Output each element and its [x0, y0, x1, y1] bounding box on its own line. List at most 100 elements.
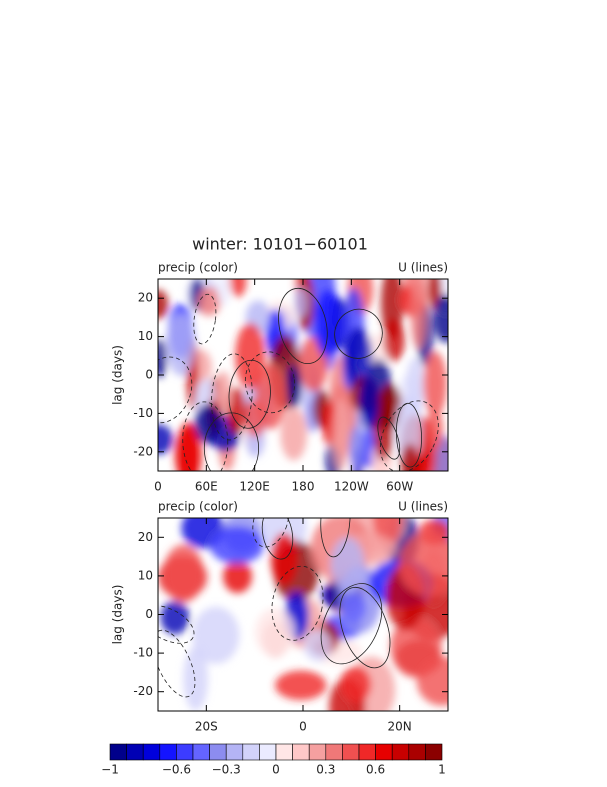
figure-title: winter: 10101−60101 — [192, 235, 368, 254]
x-tick-label: 120W — [334, 480, 369, 494]
precip-blob — [410, 279, 427, 349]
u-contour — [182, 401, 229, 471]
y-tick-label: 20 — [138, 530, 153, 544]
precip-blob — [401, 443, 419, 471]
colorbar-swatch — [275, 743, 293, 761]
u-contour — [158, 605, 195, 644]
colorbar-tick-label: −1 — [101, 763, 119, 777]
colorbar-swatch — [225, 743, 244, 761]
colorbar-swatch — [292, 743, 310, 761]
precip-blob — [235, 323, 266, 390]
colorbar-swatch — [425, 743, 443, 761]
u-contour — [193, 293, 217, 345]
colorbar-swatch — [342, 743, 360, 761]
y-axis-label: lag (days) — [111, 585, 125, 645]
precip-blob — [398, 531, 448, 597]
x-tick-label: 20S — [195, 720, 218, 734]
colorbar-swatch — [126, 743, 144, 761]
y-tick-label: 10 — [138, 568, 153, 582]
x-tick-label: 180 — [292, 480, 315, 494]
precip-blob — [255, 608, 296, 657]
precip-blob — [158, 289, 169, 319]
precip-blob — [163, 544, 204, 603]
precip-blob — [339, 666, 372, 703]
precip-blob — [194, 404, 222, 445]
precip-blob — [192, 606, 240, 664]
y-tick-label: -20 — [133, 684, 153, 698]
subtitle-left: precip (color) — [158, 500, 238, 514]
precip-blob — [390, 616, 442, 678]
field — [158, 279, 448, 471]
x-tick-label: 60E — [195, 480, 218, 494]
u-contour — [320, 583, 383, 665]
u-contour — [339, 586, 391, 669]
colorbar-swatch — [192, 743, 210, 761]
x-tick-label: 0 — [154, 480, 162, 494]
colorbar-swatch — [308, 743, 327, 761]
u-contour — [252, 518, 290, 548]
precip-blob — [358, 376, 380, 431]
colorbar-tick-label: 0 — [272, 763, 280, 777]
precip-blob — [280, 407, 307, 461]
u-contour — [377, 416, 401, 460]
colorbar-swatch — [142, 743, 161, 761]
precip-blob — [217, 279, 231, 306]
colorbar-swatch — [391, 743, 410, 761]
precip-blob — [196, 287, 222, 316]
precip-blob — [214, 371, 232, 410]
colorbar-tick-label: 1 — [438, 763, 446, 777]
precip-blob — [166, 313, 196, 376]
precip-blob — [229, 279, 247, 297]
u-contour — [278, 287, 328, 365]
u-contour — [228, 359, 271, 429]
field-colors — [158, 518, 448, 711]
colorbar-tick-label: 0.3 — [316, 763, 335, 777]
field — [158, 518, 448, 711]
y-tick-label: 0 — [145, 607, 153, 621]
u-contour — [158, 629, 196, 698]
field-colors — [158, 279, 448, 471]
precip-blob — [344, 327, 373, 387]
colorbar-swatch — [325, 743, 343, 761]
colorbar-tick-label: −0.6 — [162, 763, 191, 777]
precip-blob — [226, 387, 247, 435]
u-contour — [158, 356, 193, 424]
precip-blob — [433, 294, 448, 343]
y-tick-label: -10 — [133, 406, 153, 420]
precip-blob — [158, 338, 167, 379]
subtitle-right: U (lines) — [398, 261, 448, 275]
u-contour — [395, 402, 423, 468]
x-tick-label: 0 — [299, 720, 307, 734]
precip-blob — [275, 670, 327, 700]
u-contour — [244, 351, 295, 414]
u-contour — [379, 400, 439, 471]
u-contour — [334, 308, 383, 359]
u-contour — [211, 353, 253, 441]
precip-blob — [348, 426, 364, 469]
precip-blob — [313, 289, 344, 358]
y-tick-label: 0 — [145, 368, 153, 382]
colorbar-tick-label: −0.3 — [212, 763, 241, 777]
colorbar-swatch — [408, 743, 426, 761]
precip-blob — [223, 560, 252, 594]
precip-blob — [160, 600, 190, 635]
colorbar-tick-label: 0.6 — [366, 763, 385, 777]
x-tick-label: 60W — [386, 480, 413, 494]
precip-blob — [158, 424, 174, 455]
precip-blob — [383, 318, 405, 362]
precip-blob — [303, 629, 333, 662]
y-tick-label: -10 — [133, 646, 153, 660]
subtitle-left: precip (color) — [158, 261, 238, 275]
y-axis-label: lag (days) — [111, 345, 125, 405]
colorbar-swatch — [209, 743, 227, 761]
precip-blob — [423, 351, 447, 417]
y-tick-label: 20 — [138, 291, 153, 305]
subtitle-right: U (lines) — [398, 500, 448, 514]
precip-blob — [341, 593, 366, 623]
colorbar-swatch — [109, 743, 127, 761]
x-tick-label: 20N — [388, 720, 412, 734]
colorbar-swatch — [159, 743, 177, 761]
colorbar-swatch — [259, 743, 277, 761]
colorbar-swatch — [358, 743, 376, 761]
